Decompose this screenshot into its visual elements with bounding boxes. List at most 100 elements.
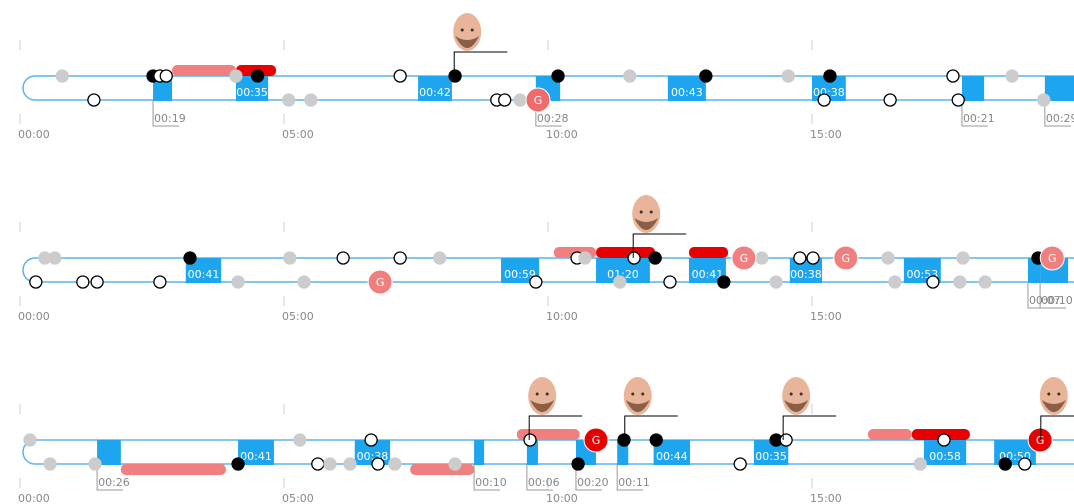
beard (784, 400, 809, 412)
event-marker (433, 251, 447, 265)
event-marker (571, 457, 585, 471)
event-marker (817, 93, 831, 107)
x-tick-label: 10:00 (546, 128, 578, 141)
eye (470, 28, 474, 32)
event-marker (649, 433, 663, 447)
x-tick-label: 05:00 (282, 128, 314, 141)
event-marker (779, 433, 793, 447)
event-marker (231, 275, 245, 289)
block (97, 440, 121, 465)
event-marker (448, 457, 462, 471)
label-bracket (526, 464, 553, 491)
event-marker (663, 275, 677, 289)
block (1044, 76, 1074, 101)
event-marker (364, 433, 378, 447)
event-marker (951, 93, 965, 107)
eye (641, 392, 645, 396)
event-marker (551, 69, 565, 83)
goal-label: G (740, 252, 749, 265)
event-marker (926, 275, 940, 289)
label-bracket (152, 100, 180, 127)
event-marker (311, 457, 325, 471)
beard (625, 400, 650, 412)
event-marker (617, 433, 631, 447)
goal-marker (833, 245, 859, 271)
eye (639, 210, 643, 214)
block-label: 00:20 (577, 476, 609, 489)
face-leader (453, 51, 508, 76)
event-marker (48, 251, 62, 265)
block-label: 00:11 (618, 476, 650, 489)
event-marker (250, 69, 265, 83)
face-leader (1040, 415, 1074, 440)
eye (535, 392, 539, 396)
block-label: 00:29 (1046, 112, 1074, 125)
label-bracket (1039, 282, 1067, 309)
goal-marker (583, 427, 609, 453)
goal-label: G (842, 252, 851, 265)
event-marker (978, 275, 992, 289)
goal-marker (1039, 245, 1065, 271)
event-marker (90, 275, 104, 289)
block (238, 440, 274, 465)
possession-bar (120, 464, 226, 475)
event-marker (1018, 457, 1032, 471)
beard (455, 36, 480, 48)
possession-bar (410, 464, 475, 475)
event-marker (29, 275, 43, 289)
block-label: 00:44 (656, 450, 688, 463)
possession-bar (867, 429, 912, 440)
event-marker (806, 251, 820, 265)
event-marker (448, 69, 462, 83)
face-leader (624, 415, 678, 440)
x-tick-label: 00:00 (18, 492, 50, 504)
event-marker (371, 457, 385, 471)
possession-bar (688, 247, 729, 258)
label-bracket (1044, 100, 1071, 127)
block-label: 00:28 (537, 112, 569, 125)
event-marker (755, 251, 769, 265)
x-tick-label: 05:00 (282, 492, 314, 504)
event-marker (956, 251, 970, 265)
face-leader (632, 233, 687, 258)
event-marker (88, 457, 102, 471)
goal-marker (367, 269, 393, 295)
event-marker (393, 69, 407, 83)
goal-marker (525, 87, 551, 113)
event-marker (153, 275, 167, 289)
x-tick-label: 10:00 (546, 492, 578, 504)
block-label: 00:42 (419, 86, 451, 99)
event-marker (781, 69, 795, 83)
event-marker (76, 275, 90, 289)
event-marker (953, 275, 967, 289)
event-marker (937, 433, 951, 447)
possession-bar (596, 247, 656, 258)
block-label: 00:26 (98, 476, 130, 489)
block-label: 00:41 (188, 268, 220, 281)
label-bracket (616, 464, 644, 491)
beard (634, 218, 659, 230)
x-tick-label: 00:00 (18, 310, 50, 323)
goal-label: G (592, 434, 601, 447)
event-marker (343, 457, 357, 471)
block (667, 76, 706, 101)
label-bracket (473, 464, 501, 491)
event-marker (336, 251, 350, 265)
event-marker (717, 275, 731, 289)
block-label: 00:58 (929, 450, 961, 463)
block-label: 00:41 (240, 450, 272, 463)
event-marker (613, 275, 627, 289)
beard (530, 400, 555, 412)
event-marker (43, 457, 57, 471)
block-label: 00:35 (236, 86, 268, 99)
eye (545, 392, 549, 396)
event-marker (648, 251, 662, 265)
event-marker (733, 457, 747, 471)
eye (460, 28, 464, 32)
x-tick-label: 00:00 (18, 128, 50, 141)
event-marker (304, 93, 318, 107)
goal-label: G (534, 94, 543, 107)
goal-label: G (1036, 434, 1045, 447)
